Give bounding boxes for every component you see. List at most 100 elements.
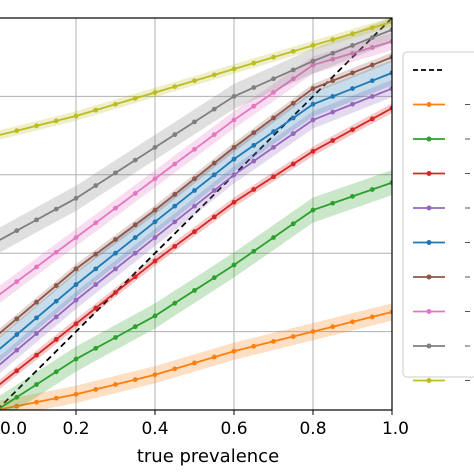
data-point — [350, 43, 355, 48]
confidence-band — [0, 18, 392, 253]
data-point — [290, 115, 296, 121]
data-point — [152, 207, 158, 213]
data-point — [132, 191, 138, 196]
data-point — [53, 314, 59, 320]
data-point — [310, 117, 316, 123]
data-point — [251, 143, 257, 148]
x-tick-label: 0.8 — [299, 419, 326, 439]
data-point — [369, 25, 375, 31]
data-point — [271, 76, 276, 82]
data-point — [330, 37, 336, 42]
data-point — [192, 188, 197, 193]
data-point — [53, 206, 59, 212]
data-point — [73, 266, 79, 272]
data-point — [231, 117, 237, 123]
data-point — [172, 219, 178, 225]
data-point — [53, 298, 59, 304]
data-point — [271, 115, 276, 121]
data-point — [152, 313, 158, 319]
x-tick-label: 1.0 — [382, 419, 409, 439]
data-point — [330, 324, 336, 330]
data-point — [350, 193, 355, 199]
data-point — [369, 187, 375, 192]
series-9 — [0, 18, 392, 140]
data-point — [172, 366, 178, 372]
data-point — [132, 377, 138, 383]
data-point — [350, 127, 355, 133]
data-point — [132, 157, 138, 163]
data-point — [34, 264, 39, 270]
data-point — [251, 187, 257, 192]
data-point — [310, 329, 316, 334]
data-point — [53, 369, 59, 375]
data-point — [34, 352, 39, 358]
data-point — [192, 360, 197, 366]
data-point — [113, 335, 118, 340]
legend-box — [402, 51, 474, 378]
data-point — [93, 107, 99, 113]
series-2 — [0, 170, 392, 410]
data-point — [350, 50, 355, 56]
data-point — [53, 283, 59, 288]
data-point — [172, 132, 178, 138]
data-point — [271, 129, 276, 135]
data-point — [251, 130, 257, 136]
data-point — [231, 156, 237, 162]
data-point — [73, 113, 79, 119]
data-point — [93, 266, 99, 272]
data-point — [231, 94, 237, 99]
legend-marker — [426, 309, 432, 314]
data-point — [93, 345, 99, 351]
data-point — [290, 100, 296, 106]
data-point — [152, 372, 158, 378]
legend-marker — [426, 240, 432, 245]
series-1 — [0, 303, 392, 410]
data-point — [310, 58, 316, 64]
data-point — [172, 84, 178, 89]
series-8 — [0, 18, 392, 253]
data-point — [271, 90, 276, 95]
data-point — [290, 76, 296, 82]
data-point — [350, 319, 355, 325]
data-point — [73, 282, 79, 287]
data-point — [34, 382, 39, 387]
data-point — [14, 332, 20, 337]
data-point — [93, 387, 99, 392]
data-point — [369, 45, 375, 50]
data-point — [211, 132, 217, 138]
data-point — [330, 138, 336, 143]
data-point — [14, 368, 20, 374]
legend-marker — [426, 102, 432, 107]
data-point — [271, 174, 276, 180]
data-point — [93, 251, 99, 257]
data-point — [132, 274, 138, 280]
data-point — [350, 86, 355, 91]
data-point — [93, 305, 99, 311]
data-point — [290, 221, 296, 227]
data-point — [73, 356, 79, 362]
legend-marker — [426, 171, 432, 176]
data-point — [251, 85, 257, 90]
data-point — [310, 62, 316, 68]
data-point — [14, 128, 20, 134]
data-point — [350, 70, 355, 76]
data-point — [192, 119, 197, 125]
data-point — [251, 158, 257, 164]
x-axis: 0.0 0.2 0.4 0.6 0.8 1.0 — [0, 410, 409, 439]
data-point — [211, 72, 217, 78]
data-point — [192, 78, 197, 84]
legend-marker — [426, 136, 432, 142]
data-point — [211, 172, 217, 178]
data-point — [73, 235, 79, 240]
data-point — [113, 382, 118, 387]
data-point — [369, 314, 375, 320]
data-point — [113, 290, 118, 295]
data-point — [192, 176, 197, 182]
data-point — [350, 31, 355, 37]
data-point — [93, 183, 99, 188]
data-point — [14, 228, 20, 234]
data-point — [211, 214, 217, 220]
data-point — [34, 399, 39, 405]
